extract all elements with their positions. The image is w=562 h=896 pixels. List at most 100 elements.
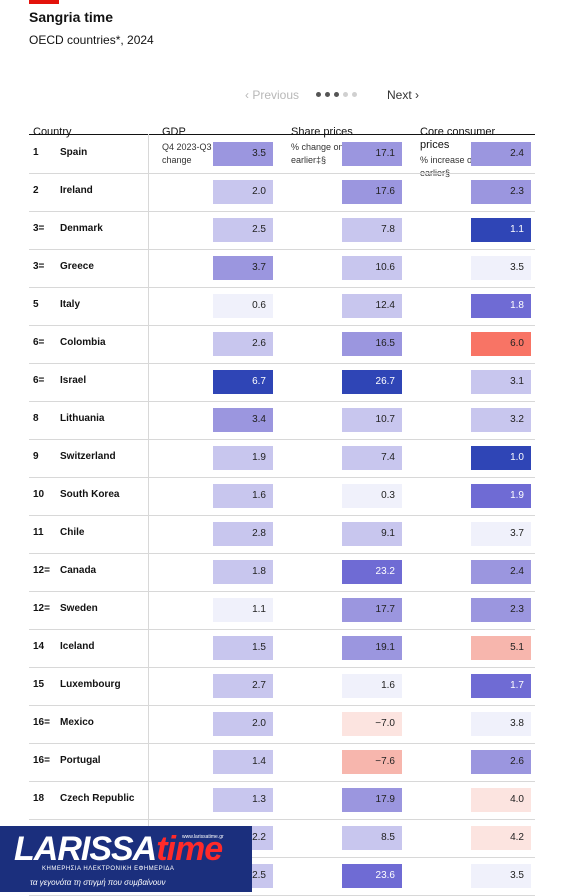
gdp-cell: 3.5 xyxy=(213,142,273,166)
previous-button[interactable]: ‹ Previous xyxy=(245,88,300,102)
table-row: 2.2 8.5 4.2 xyxy=(29,819,535,858)
gdp-cell: 2.0 xyxy=(213,712,273,736)
share-price-cell: 26.7 xyxy=(342,370,402,394)
row-rank: 16= xyxy=(33,755,50,766)
gdp-cell: 2.7 xyxy=(213,674,273,698)
core-prices-cell: 3.2 xyxy=(471,408,531,432)
gdp-header: GDP Q4 2023-Q3 2024†, % change xyxy=(162,126,284,167)
row-country: Portugal xyxy=(60,755,101,766)
core-prices-cell: 3.7 xyxy=(471,522,531,546)
gdp-cell: 2.0 xyxy=(213,180,273,204)
core-prices-cell: 2.4 xyxy=(471,142,531,166)
share-price-cell: 10.7 xyxy=(342,408,402,432)
share-price-cell: 17.1 xyxy=(342,142,402,166)
table-row: 11 Chile 2.8 9.1 3.7 xyxy=(29,515,535,554)
gdp-cell: 3.4 xyxy=(213,408,273,432)
core-prices-cell: 1.0 xyxy=(471,446,531,470)
table-row: 2 Ireland 2.0 17.6 2.3 xyxy=(29,173,535,212)
row-country: Spain xyxy=(60,147,88,158)
row-rank: 18 xyxy=(33,793,45,804)
pager: ‹ Previous Next › xyxy=(0,88,562,104)
table-row: 6= Colombia 2.6 16.5 6.0 xyxy=(29,325,535,364)
share-price-cell: −7.6 xyxy=(342,750,402,774)
core-prices-cell: 3.5 xyxy=(471,864,531,888)
gdp-cell: 1.5 xyxy=(213,636,273,660)
row-country: Ireland xyxy=(60,185,93,196)
gdp-cell: 1.3 xyxy=(213,788,273,812)
row-country: Switzerland xyxy=(60,451,116,462)
page-dot[interactable] xyxy=(325,92,330,97)
larissa-time-logo: LARISSAtime www.larissatime.gr ΚΗΜΕΡΗΣΙΑ… xyxy=(0,826,252,892)
share-price-cell: 23.6 xyxy=(342,864,402,888)
logo-wordmark-white: LARISSA xyxy=(14,830,157,868)
gdp-cell: 1.6 xyxy=(213,484,273,508)
core-prices-cell: 5.1 xyxy=(471,636,531,660)
share-price-cell: 7.4 xyxy=(342,446,402,470)
row-rank: 14 xyxy=(33,641,45,652)
row-country: Czech Republic xyxy=(60,793,135,804)
core-prices-cell: 2.3 xyxy=(471,598,531,622)
country-header: Country xyxy=(33,126,72,139)
gdp-cell: 1.8 xyxy=(213,560,273,584)
share-price-cell: −7.0 xyxy=(342,712,402,736)
core-prices-cell: 4.0 xyxy=(471,788,531,812)
table-row: 9 Switzerland 1.9 7.4 1.0 xyxy=(29,439,535,478)
page-dot[interactable] xyxy=(352,92,357,97)
row-rank: 6= xyxy=(33,375,45,386)
page-dot[interactable] xyxy=(343,92,348,97)
next-button[interactable]: Next › xyxy=(387,88,420,102)
core-prices-cell: 1.7 xyxy=(471,674,531,698)
brand-rule xyxy=(29,0,59,4)
logo-tagline: ΚΗΜΕΡΗΣΙΑ ΗΛΕΚΤΡΟΝΙΚΗ ΕΦΗΜΕΡΙΔΑ xyxy=(42,866,175,872)
logo-wordmark: LARISSAtime xyxy=(14,830,223,869)
core-prices-cell: 2.3 xyxy=(471,180,531,204)
table-row: 14 Iceland 1.5 19.1 5.1 xyxy=(29,629,535,668)
share-price-cell: 7.8 xyxy=(342,218,402,242)
core-prices-cell: 1.8 xyxy=(471,294,531,318)
share-price-cell: 23.2 xyxy=(342,560,402,584)
row-rank: 2 xyxy=(33,185,39,196)
row-rank: 10 xyxy=(33,489,45,500)
table-row: 5 Italy 0.6 12.4 1.8 xyxy=(29,287,535,326)
gdp-cell: 0.6 xyxy=(213,294,273,318)
gdp-cell: 1.9 xyxy=(213,446,273,470)
row-country: Lithuania xyxy=(60,413,105,424)
row-country: Luxembourg xyxy=(60,679,121,690)
table-row: 6= Israel 6.7 26.7 3.1 xyxy=(29,363,535,402)
core-prices-cell: 1.9 xyxy=(471,484,531,508)
row-country: Iceland xyxy=(60,641,95,652)
row-rank: 1 xyxy=(33,147,39,158)
share-price-cell: 12.4 xyxy=(342,294,402,318)
table-row: 3= Greece 3.7 10.6 3.5 xyxy=(29,249,535,288)
row-country: South Korea xyxy=(60,489,120,500)
page-dot[interactable] xyxy=(334,92,339,97)
logo-wordmark-red: time xyxy=(156,830,223,868)
row-rank: 9 xyxy=(33,451,39,462)
table-row: 15 Luxembourg 2.7 1.6 1.7 xyxy=(29,667,535,706)
share-header: Share prices % change on a year earlier‡… xyxy=(291,126,391,167)
core-header-title: Core consumer prices xyxy=(420,126,496,151)
table-row: 1 Spain 3.5 17.1 2.4 xyxy=(29,135,535,174)
share-price-cell: 17.7 xyxy=(342,598,402,622)
share-price-cell: 1.6 xyxy=(342,674,402,698)
share-price-cell: 19.1 xyxy=(342,636,402,660)
share-header-sub: % change on a year earlier‡§ xyxy=(291,142,372,165)
share-price-cell: 10.6 xyxy=(342,256,402,280)
page-dot[interactable] xyxy=(316,92,321,97)
row-rank: 5 xyxy=(33,299,39,310)
table-row: 16= Portugal 1.4 −7.6 2.6 xyxy=(29,743,535,782)
share-price-cell: 17.6 xyxy=(342,180,402,204)
row-rank: 6= xyxy=(33,337,45,348)
table-row: 18 Czech Republic 1.3 17.9 4.0 xyxy=(29,781,535,820)
row-rank: 16= xyxy=(33,717,50,728)
row-rank: 8 xyxy=(33,413,39,424)
chart-title: Sangria time xyxy=(29,9,114,25)
logo-website: www.larissatime.gr xyxy=(182,834,224,840)
gdp-cell: 3.7 xyxy=(213,256,273,280)
row-country: Israel xyxy=(60,375,87,386)
row-country: Canada xyxy=(60,565,97,576)
core-prices-cell: 2.6 xyxy=(471,750,531,774)
chart-subtitle: OECD countries*, 2024 xyxy=(29,33,154,47)
gdp-cell: 2.6 xyxy=(213,332,273,356)
table-row: 16= Mexico 2.0 −7.0 3.8 xyxy=(29,705,535,744)
